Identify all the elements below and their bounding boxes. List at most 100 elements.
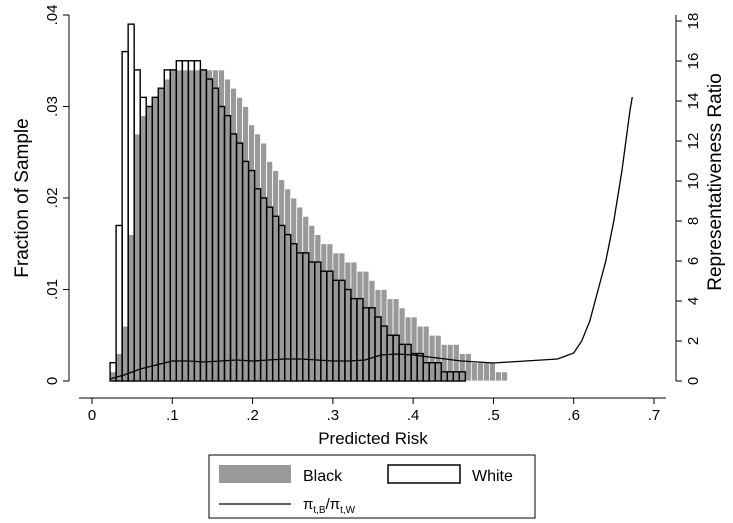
black-bar	[356, 270, 364, 382]
x-tick-label: .1	[166, 407, 179, 424]
black-bar	[422, 325, 430, 382]
x-tick-label: .3	[327, 407, 340, 424]
legend-label-ratio: πt,B/πt,W	[303, 496, 356, 516]
y-right-tick-label: 6	[685, 257, 702, 265]
legend-label-black: Black	[303, 468, 343, 485]
y-left-axis-label: Fraction of Sample	[12, 118, 33, 277]
black-bar	[133, 133, 141, 382]
x-tick-label: .7	[648, 407, 661, 424]
y-right-axis-label: Representativeness Ratio	[705, 73, 726, 291]
x-axis-label: Predicted Risk	[318, 429, 428, 448]
legend-box	[208, 454, 536, 519]
y-right-tick-label: 18	[685, 13, 702, 30]
black-bar	[242, 106, 249, 382]
y-right-tick-label: 8	[685, 217, 702, 225]
black-bar	[338, 252, 346, 382]
y-left-tick-label: .02	[44, 188, 61, 209]
black-bar	[446, 343, 454, 382]
black-bar	[344, 261, 352, 382]
black-bar	[332, 252, 340, 382]
black-bar	[404, 316, 412, 382]
black-bar	[212, 69, 219, 382]
legend: Black White πt,B/πt,W	[208, 454, 536, 519]
x-tick-label: 0	[88, 407, 96, 424]
black-bar	[139, 115, 147, 382]
legend-swatch-white	[387, 464, 461, 484]
x-tick-label: .4	[407, 407, 420, 424]
black-bar	[308, 225, 316, 382]
black-bar	[127, 234, 135, 382]
black-bar	[187, 69, 195, 382]
y-right-tick-label: 16	[685, 53, 702, 70]
black-bar	[501, 371, 508, 382]
black-bar	[440, 343, 448, 382]
black-bar	[495, 371, 502, 382]
ratio-line	[109, 96, 633, 380]
black-bar	[169, 69, 177, 382]
black-bar	[266, 160, 274, 382]
y-left-tick-label: .04	[44, 5, 61, 26]
black-bar	[145, 106, 153, 382]
black-bar	[476, 362, 484, 382]
y-right-tick-label: 14	[685, 93, 702, 110]
black-bar	[248, 124, 255, 382]
black-bar	[380, 289, 388, 382]
black-bar	[290, 197, 298, 382]
white-bars	[109, 23, 467, 382]
y-left-tick-label: 0	[44, 377, 61, 385]
black-bars	[109, 69, 508, 382]
black-bar	[350, 261, 358, 382]
black-bar	[374, 289, 382, 382]
y-right-tick-label: 0	[685, 377, 702, 385]
black-bar	[392, 298, 400, 382]
axes: 0 .1 .2 .3 .4 .5 .6 .7 0 .01 .02 .03 .04 0 2 4 6 8 10 12 1…	[44, 5, 702, 424]
y-right-ticks: 0 2 4 6 8 10 12 14 16 18	[676, 13, 702, 385]
y-right-tick-label: 2	[685, 337, 702, 345]
black-bar	[470, 362, 478, 382]
x-tick-label: .5	[487, 407, 500, 424]
black-bar	[151, 96, 159, 382]
black-bar	[489, 362, 496, 382]
black-bar	[175, 69, 183, 382]
black-bar	[410, 316, 418, 382]
y-left-tick-label: .03	[44, 96, 61, 117]
black-bar	[452, 343, 460, 382]
legend-swatch-black	[219, 465, 291, 483]
black-bar	[482, 362, 490, 382]
y-left-tick-label: .01	[44, 279, 61, 300]
black-bar	[193, 69, 201, 382]
y-right-tick-label: 10	[685, 173, 702, 190]
black-bar	[314, 234, 322, 382]
black-bar	[218, 69, 225, 382]
y-right-tick-label: 4	[685, 297, 702, 305]
x-tick-label: .2	[246, 407, 259, 424]
black-bar	[109, 371, 117, 382]
black-bar	[386, 298, 394, 382]
x-tick-label: .6	[567, 407, 580, 424]
black-bar	[362, 270, 370, 382]
black-bar	[260, 142, 268, 382]
y-left-ticks: 0 .01 .02 .03 .04	[44, 5, 69, 385]
black-bar	[272, 170, 280, 382]
black-bar	[206, 69, 213, 382]
black-bar	[254, 133, 262, 382]
plot-area	[109, 23, 633, 382]
black-bar	[200, 69, 207, 382]
black-bar	[157, 87, 165, 382]
black-bar	[296, 206, 304, 382]
black-bar	[163, 78, 171, 382]
black-bar	[224, 78, 231, 382]
y-right-tick-label: 12	[685, 133, 702, 150]
white-bar	[458, 371, 467, 382]
legend-label-white: White	[472, 468, 513, 485]
x-ticks: 0 .1 .2 .3 .4 .5 .6 .7	[88, 398, 660, 424]
black-bar	[230, 87, 237, 382]
black-bar	[181, 69, 189, 382]
black-bar	[121, 325, 129, 382]
black-bar	[278, 179, 286, 382]
black-bar	[458, 353, 466, 382]
black-bar	[236, 96, 243, 382]
black-bar	[302, 215, 310, 382]
black-bar	[284, 188, 292, 382]
